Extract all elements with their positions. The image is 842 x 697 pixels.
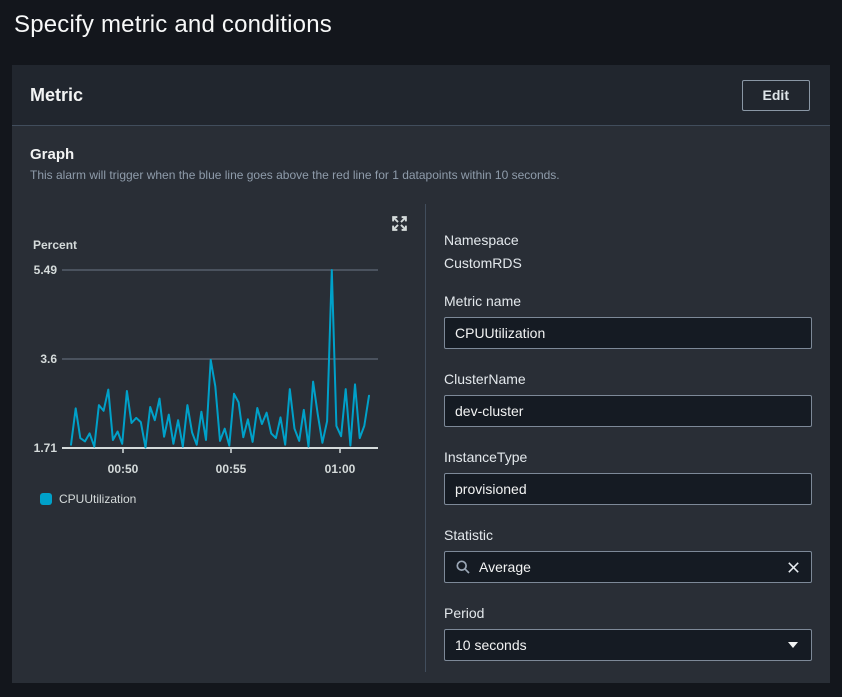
graph-section-title: Graph xyxy=(30,146,75,163)
metric-panel-header: Metric Edit xyxy=(12,65,830,126)
metric-panel-title: Metric xyxy=(30,84,84,105)
chart-unit-label: Percent xyxy=(33,238,78,252)
graph-and-fields-row: Percent 5.49 3.6 1.71 00:50 00:55 01:00 CPUU… xyxy=(30,204,812,672)
metric-line-chart[interactable]: 5.49 3.6 1.71 00:50 00:55 01:00 xyxy=(34,263,378,478)
instance-type-label: InstanceType xyxy=(444,449,528,465)
period-select[interactable]: 10 seconds xyxy=(444,629,812,661)
metric-panel-body: Graph This alarm will trigger when the b… xyxy=(12,126,830,682)
legend-color-swatch xyxy=(40,493,52,505)
metric-name-label: Metric name xyxy=(444,293,522,309)
caret-down-icon xyxy=(787,641,799,649)
page-title: Specify metric and conditions xyxy=(14,11,332,38)
namespace-value: CustomRDS xyxy=(444,255,522,271)
cluster-name-input[interactable] xyxy=(444,395,812,427)
legend-series-label: CPUUtilization xyxy=(59,492,137,506)
namespace-field-group: Namespace CustomRDS xyxy=(444,232,812,271)
metric-fields-column: Namespace CustomRDS Metric name ClusterN… xyxy=(425,204,812,672)
statistic-combo[interactable] xyxy=(444,551,812,583)
chart-column: Percent 5.49 3.6 1.71 00:50 00:55 01:00 CPUU… xyxy=(30,204,425,672)
close-icon[interactable] xyxy=(786,560,801,575)
chart-x-axis-labels: 00:50 00:55 01:00 xyxy=(107,462,356,476)
instance-type-input[interactable] xyxy=(444,473,812,505)
metric-name-input[interactable] xyxy=(444,317,812,349)
cluster-name-field-group: ClusterName xyxy=(444,371,812,427)
statistic-input[interactable] xyxy=(479,559,778,575)
period-label: Period xyxy=(444,605,485,621)
search-icon xyxy=(455,559,471,575)
edit-button[interactable]: Edit xyxy=(741,79,810,111)
metric-name-field-group: Metric name xyxy=(444,293,812,349)
metric-panel: Metric Edit Graph This alarm will trigge… xyxy=(12,65,830,683)
namespace-label: Namespace xyxy=(444,232,519,248)
chart-legend[interactable]: CPUUtilization xyxy=(40,492,425,506)
expand-arrows-icon[interactable] xyxy=(390,214,408,232)
period-field-group: Period 10 seconds xyxy=(444,605,812,661)
chart-plot-area xyxy=(62,269,378,453)
graph-section-description: This alarm will trigger when the blue li… xyxy=(30,168,560,182)
statistic-label: Statistic xyxy=(444,527,494,543)
instance-type-field-group: InstanceType xyxy=(444,449,812,505)
statistic-field-group: Statistic xyxy=(444,527,812,583)
cluster-name-label: ClusterName xyxy=(444,371,526,387)
period-selected-value: 10 seconds xyxy=(455,637,527,653)
